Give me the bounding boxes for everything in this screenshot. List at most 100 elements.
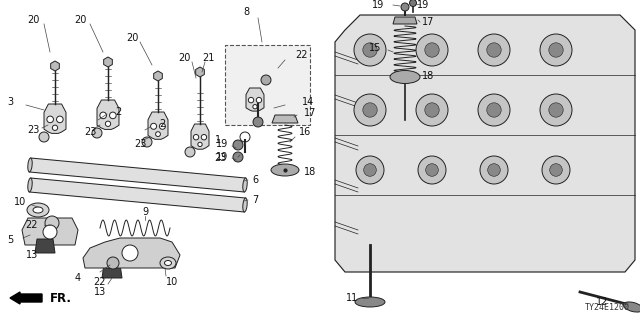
Circle shape — [45, 216, 59, 230]
Circle shape — [109, 112, 116, 119]
Text: 20: 20 — [74, 15, 86, 25]
Circle shape — [542, 156, 570, 184]
Text: 20: 20 — [27, 15, 39, 25]
Text: 10: 10 — [14, 197, 26, 207]
Text: 20: 20 — [126, 33, 138, 43]
Ellipse shape — [28, 178, 32, 192]
Circle shape — [487, 43, 501, 57]
Ellipse shape — [271, 164, 299, 176]
Circle shape — [356, 156, 384, 184]
Text: 23: 23 — [214, 153, 226, 163]
Circle shape — [478, 94, 510, 126]
Text: 13: 13 — [94, 287, 106, 297]
Polygon shape — [335, 15, 635, 272]
Polygon shape — [191, 124, 209, 149]
Circle shape — [548, 43, 563, 57]
Text: 10: 10 — [166, 277, 178, 287]
Polygon shape — [83, 238, 180, 268]
Text: 1: 1 — [215, 135, 221, 145]
Circle shape — [39, 132, 49, 142]
Ellipse shape — [390, 70, 420, 84]
Polygon shape — [393, 17, 417, 24]
Circle shape — [43, 225, 57, 239]
Polygon shape — [97, 100, 119, 129]
Text: 4: 4 — [75, 273, 81, 283]
Ellipse shape — [164, 260, 172, 266]
Circle shape — [354, 34, 386, 66]
Text: 22: 22 — [296, 50, 308, 60]
Text: 18: 18 — [304, 167, 316, 177]
Text: 2: 2 — [115, 107, 121, 117]
Circle shape — [150, 123, 157, 129]
Text: 19: 19 — [372, 0, 384, 10]
Text: 6: 6 — [252, 175, 258, 185]
FancyArrow shape — [10, 292, 42, 304]
Circle shape — [253, 117, 263, 127]
Circle shape — [142, 137, 152, 147]
Text: 12: 12 — [596, 297, 608, 307]
Circle shape — [410, 0, 417, 6]
Circle shape — [106, 121, 111, 126]
Circle shape — [401, 3, 409, 11]
Circle shape — [156, 132, 161, 137]
Text: 19: 19 — [216, 152, 228, 162]
Text: 22: 22 — [93, 277, 106, 287]
Circle shape — [425, 103, 439, 117]
Circle shape — [47, 116, 54, 123]
Circle shape — [185, 147, 195, 157]
Circle shape — [52, 125, 58, 131]
Circle shape — [122, 245, 138, 261]
Polygon shape — [102, 264, 122, 278]
Circle shape — [363, 43, 377, 57]
Text: 22: 22 — [26, 220, 38, 230]
Text: 14: 14 — [302, 97, 314, 107]
Ellipse shape — [623, 302, 640, 312]
Circle shape — [107, 257, 119, 269]
Text: 23: 23 — [134, 139, 146, 149]
Circle shape — [256, 97, 262, 103]
Circle shape — [480, 156, 508, 184]
Text: 19: 19 — [417, 0, 429, 10]
Polygon shape — [246, 88, 264, 111]
Polygon shape — [272, 115, 298, 123]
Text: 16: 16 — [299, 127, 311, 137]
Circle shape — [201, 134, 207, 140]
Circle shape — [92, 128, 102, 138]
Text: 7: 7 — [252, 195, 258, 205]
Circle shape — [425, 43, 439, 57]
Circle shape — [159, 123, 165, 129]
Text: 11: 11 — [346, 293, 358, 303]
Circle shape — [550, 164, 563, 176]
Polygon shape — [22, 218, 78, 245]
Polygon shape — [29, 158, 246, 192]
Circle shape — [248, 97, 253, 103]
Polygon shape — [148, 112, 168, 139]
Ellipse shape — [27, 203, 49, 217]
Text: 5: 5 — [7, 235, 13, 245]
Circle shape — [233, 140, 243, 150]
Circle shape — [540, 34, 572, 66]
Text: 17: 17 — [304, 108, 316, 118]
Circle shape — [261, 75, 271, 85]
Text: 8: 8 — [243, 7, 249, 17]
Text: 17: 17 — [422, 17, 434, 27]
Circle shape — [416, 94, 448, 126]
Circle shape — [100, 112, 106, 119]
Circle shape — [363, 103, 377, 117]
Text: 3: 3 — [7, 97, 13, 107]
Polygon shape — [44, 104, 66, 133]
Circle shape — [478, 34, 510, 66]
FancyBboxPatch shape — [225, 45, 310, 125]
Text: 13: 13 — [26, 250, 38, 260]
Circle shape — [198, 142, 202, 147]
Text: 2: 2 — [159, 119, 165, 129]
Circle shape — [418, 156, 446, 184]
Text: FR.: FR. — [50, 292, 72, 305]
Circle shape — [193, 134, 199, 140]
Polygon shape — [29, 178, 246, 212]
Circle shape — [364, 164, 376, 176]
Ellipse shape — [243, 198, 247, 212]
Text: 20: 20 — [178, 53, 190, 63]
Ellipse shape — [355, 297, 385, 307]
Circle shape — [253, 105, 257, 109]
